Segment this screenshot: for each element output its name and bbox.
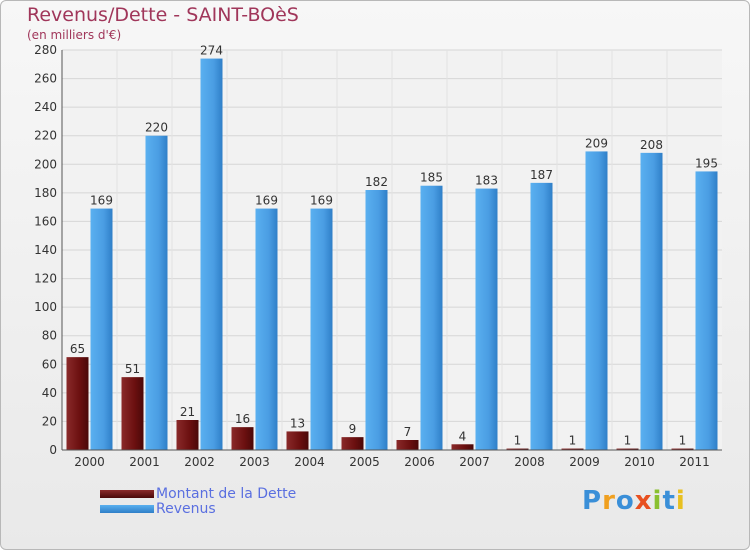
y-tick-label: 40 bbox=[42, 386, 57, 400]
data-label: 16 bbox=[235, 412, 250, 426]
bar-debt bbox=[451, 444, 474, 450]
x-tick-label: 2002 bbox=[184, 455, 215, 469]
legend-label-revenus: Revenus bbox=[156, 501, 216, 517]
x-tick-label: 2005 bbox=[349, 455, 380, 469]
data-label: 169 bbox=[90, 194, 113, 208]
bar-debt bbox=[561, 448, 584, 450]
data-label: 7 bbox=[404, 425, 412, 439]
x-tick-label: 2009 bbox=[569, 455, 600, 469]
bar-revenus bbox=[530, 182, 553, 450]
logo-letter: P bbox=[582, 486, 603, 516]
y-tick-label: 200 bbox=[34, 157, 57, 171]
bar-debt bbox=[231, 427, 254, 450]
bar-revenus bbox=[145, 135, 168, 450]
bar-revenus bbox=[640, 152, 663, 450]
y-tick-label: 280 bbox=[34, 43, 57, 57]
bar-revenus bbox=[310, 208, 333, 450]
bar-debt bbox=[506, 448, 529, 450]
legend-item-revenus: Revenus bbox=[100, 501, 216, 517]
bar-debt bbox=[616, 448, 639, 450]
bar-debt bbox=[671, 448, 694, 450]
y-tick-label: 180 bbox=[34, 186, 57, 200]
bar-revenus bbox=[200, 58, 223, 450]
data-label: 182 bbox=[365, 175, 388, 189]
y-tick-label: 60 bbox=[42, 357, 57, 371]
legend-item-debt: Montant de la Dette bbox=[100, 486, 296, 502]
logo-letter: o bbox=[615, 486, 635, 516]
logo-letter: i bbox=[652, 486, 663, 516]
x-tick-label: 2006 bbox=[404, 455, 435, 469]
data-label: 274 bbox=[200, 44, 223, 58]
x-tick-label: 2001 bbox=[129, 455, 160, 469]
data-label: 65 bbox=[70, 342, 85, 356]
data-label: 185 bbox=[420, 171, 443, 185]
data-label: 169 bbox=[310, 194, 333, 208]
bar-revenus bbox=[90, 208, 113, 450]
data-label: 51 bbox=[125, 362, 140, 376]
bar-debt bbox=[66, 357, 89, 450]
legend-swatch-debt bbox=[100, 490, 154, 498]
bar-revenus bbox=[695, 171, 718, 450]
data-label: 13 bbox=[290, 416, 305, 430]
y-tick-label: 260 bbox=[34, 72, 57, 86]
logo-letter: i bbox=[675, 486, 686, 516]
y-tick-label: 120 bbox=[34, 272, 57, 286]
data-label: 209 bbox=[585, 136, 608, 150]
data-label: 183 bbox=[475, 174, 498, 188]
y-tick-label: 240 bbox=[34, 100, 57, 114]
x-tick-label: 2000 bbox=[74, 455, 105, 469]
data-label: 9 bbox=[349, 422, 357, 436]
logo-letter: t bbox=[662, 486, 676, 516]
data-label: 1 bbox=[514, 434, 522, 448]
x-tick-label: 2003 bbox=[239, 455, 270, 469]
logo-letter: r bbox=[602, 486, 616, 516]
data-label: 1 bbox=[624, 434, 632, 448]
bar-debt bbox=[121, 377, 144, 450]
bar-revenus bbox=[420, 185, 443, 450]
data-label: 1 bbox=[679, 434, 687, 448]
legend-swatch-revenus bbox=[100, 505, 154, 513]
y-tick-label: 140 bbox=[34, 243, 57, 257]
data-label: 220 bbox=[145, 121, 168, 135]
data-label: 4 bbox=[459, 429, 467, 443]
logo-letter: x bbox=[634, 486, 653, 516]
bar-revenus bbox=[365, 190, 388, 450]
bar-revenus bbox=[255, 208, 278, 450]
bar-revenus bbox=[585, 151, 608, 450]
data-label: 208 bbox=[640, 138, 663, 152]
data-label: 169 bbox=[255, 194, 278, 208]
legend-label-debt: Montant de la Dette bbox=[156, 486, 297, 502]
x-tick-label: 2008 bbox=[514, 455, 545, 469]
data-label: 187 bbox=[530, 168, 553, 182]
x-tick-label: 2004 bbox=[294, 455, 325, 469]
chart-title: Revenus/Dette - SAINT-BOèS bbox=[27, 4, 299, 26]
bar-debt bbox=[286, 431, 309, 450]
proxiti-logo: Proxiti bbox=[582, 486, 686, 516]
x-tick-label: 2007 bbox=[459, 455, 490, 469]
data-label: 21 bbox=[180, 405, 195, 419]
bar-debt bbox=[396, 440, 419, 450]
bar-debt bbox=[176, 420, 199, 450]
data-label: 195 bbox=[695, 156, 718, 170]
bar-debt bbox=[341, 437, 364, 450]
y-tick-label: 80 bbox=[42, 329, 57, 343]
y-tick-label: 160 bbox=[34, 214, 57, 228]
y-tick-label: 20 bbox=[42, 414, 57, 428]
y-tick-label: 0 bbox=[49, 443, 57, 457]
data-label: 1 bbox=[569, 434, 577, 448]
chart-subtitle: (en milliers d'€) bbox=[27, 28, 122, 42]
x-tick-label: 2010 bbox=[624, 455, 655, 469]
y-tick-label: 220 bbox=[34, 129, 57, 143]
y-tick-label: 100 bbox=[34, 300, 57, 314]
bar-revenus bbox=[475, 188, 498, 451]
x-tick-label: 2011 bbox=[679, 455, 710, 469]
